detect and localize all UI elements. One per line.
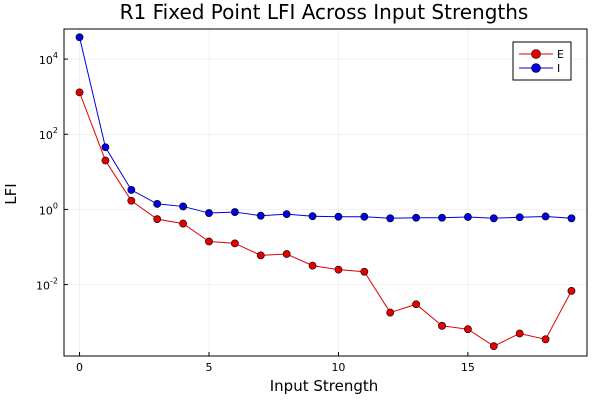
data-point <box>179 202 187 211</box>
data-point <box>308 261 317 270</box>
data-point <box>412 300 421 309</box>
data-point <box>360 212 369 221</box>
data-point <box>541 335 550 344</box>
data-point <box>75 33 84 42</box>
series-line <box>79 92 572 347</box>
legend-item: I <box>519 62 560 75</box>
legend-item: E <box>519 48 564 61</box>
data-point <box>334 265 343 274</box>
x-tick-label: 0 <box>76 361 83 374</box>
data-point <box>515 329 524 338</box>
data-point <box>282 250 291 258</box>
data-point <box>386 308 395 317</box>
x-tick-label: 15 <box>461 361 475 374</box>
data-point <box>489 342 498 351</box>
data-point <box>256 211 265 220</box>
plot-area-frame <box>63 28 588 357</box>
legend-box <box>512 41 572 81</box>
series-I <box>75 33 576 223</box>
axis-ticks: 0 5 10 15 10-2 100 102 104 <box>36 51 475 374</box>
data-point <box>567 286 576 295</box>
data-point <box>75 88 84 97</box>
y-tick-label: 102 <box>39 126 58 142</box>
data-point <box>282 210 291 219</box>
x-axis-label: Input Strength <box>270 377 379 395</box>
data-point <box>153 215 162 224</box>
data-point <box>412 213 421 222</box>
data-point <box>515 213 524 222</box>
data-point <box>438 213 446 222</box>
legend-marker <box>531 63 541 73</box>
y-axis-label: LFI <box>2 183 20 204</box>
data-point <box>230 208 239 216</box>
chart-title: R1 Fixed Point LFI Across Input Strength… <box>120 0 529 24</box>
y-tick-label: 10-2 <box>36 277 58 293</box>
data-point <box>360 267 369 276</box>
legend-label: E <box>557 48 564 61</box>
legend-marker <box>531 49 541 59</box>
data-point <box>179 219 187 228</box>
grid <box>64 29 587 356</box>
y-tick-label: 100 <box>39 201 58 217</box>
x-tick-label: 10 <box>331 361 345 374</box>
data-point <box>567 214 576 223</box>
data-point <box>541 212 550 221</box>
data-point <box>101 156 110 165</box>
data-point <box>386 214 395 223</box>
data-point <box>230 239 239 248</box>
data-point <box>101 143 110 152</box>
legend-label: I <box>557 62 560 75</box>
series-E <box>75 88 576 351</box>
y-tick-label: 104 <box>39 51 58 67</box>
data-point <box>205 237 213 246</box>
data-point <box>464 325 472 334</box>
series-layer <box>75 33 576 351</box>
x-tick-label: 5 <box>205 361 212 374</box>
data-point <box>464 213 472 221</box>
data-point <box>153 200 162 208</box>
data-point <box>438 321 446 330</box>
series-line <box>79 37 572 219</box>
data-point <box>205 209 213 217</box>
data-point <box>489 214 498 223</box>
legend: EI <box>512 41 572 81</box>
data-point <box>334 212 343 221</box>
data-point <box>127 196 136 205</box>
data-point <box>256 251 265 260</box>
data-point <box>127 186 136 194</box>
data-point <box>308 212 317 221</box>
